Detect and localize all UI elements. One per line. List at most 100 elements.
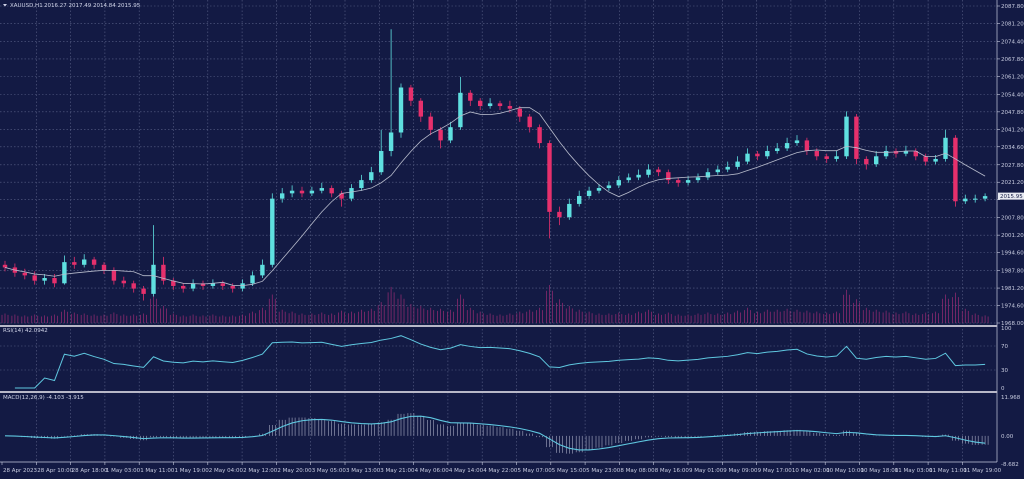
candle: [775, 143, 780, 154]
candle-body: [963, 198, 968, 202]
candle: [289, 185, 295, 198]
candle-body: [913, 151, 918, 157]
candle: [557, 206, 562, 226]
price-tick-label: 2007.80: [1001, 216, 1024, 222]
candle-body: [379, 151, 384, 173]
candle-body: [2, 264, 8, 268]
candle: [141, 285, 146, 301]
ohlc-readout: 2016.27 2017.49 2014.84 2015.95: [44, 3, 141, 9]
candle-body: [824, 156, 829, 159]
candle: [478, 98, 483, 110]
candle-body: [270, 198, 275, 265]
candle-body: [280, 193, 285, 199]
candle: [260, 259, 265, 279]
candle-body: [547, 143, 552, 212]
candle-body: [676, 180, 681, 183]
candle-body: [784, 143, 790, 149]
candle-body: [329, 188, 334, 194]
candle: [854, 113, 859, 165]
dropdown-triangle-icon[interactable]: [3, 4, 7, 7]
candle-body: [478, 100, 483, 107]
candle-body: [349, 188, 354, 199]
time-tick-label: 1 May 11:00: [140, 468, 175, 474]
candle-body: [725, 166, 730, 170]
price-tick-label: 1987.80: [1001, 269, 1024, 275]
candle-body: [369, 172, 374, 181]
candle-body: [943, 137, 948, 159]
candle-body: [52, 278, 57, 284]
candle: [547, 140, 552, 239]
candle: [448, 121, 453, 144]
candle-body: [834, 156, 839, 159]
time-tick-label: 1 May 03:00: [106, 468, 141, 474]
candle: [606, 181, 612, 191]
candle-body: [616, 180, 621, 186]
macd-tick-label: 0.00: [1001, 434, 1014, 440]
chart-header: XAUUSD,H1 2016.27 2017.49 2014.84 2015.9…: [3, 3, 141, 9]
candle: [299, 186, 305, 198]
macd-panel: [4, 413, 989, 454]
price-tick-label: 2087.80: [1001, 4, 1024, 10]
candle-body: [468, 92, 473, 101]
candle: [270, 193, 275, 268]
candle: [250, 271, 255, 286]
candle-body: [62, 262, 67, 284]
candle-body: [517, 108, 522, 117]
grid: [0, 0, 997, 462]
candle: [497, 100, 503, 110]
candle: [586, 186, 592, 199]
candle-body: [250, 275, 255, 284]
candle-body: [794, 140, 800, 144]
candle: [190, 279, 196, 292]
candle-body: [408, 87, 414, 101]
candle: [280, 188, 285, 203]
candle: [834, 151, 839, 162]
candle: [527, 113, 532, 133]
candle-body: [656, 169, 661, 173]
candle-body: [210, 283, 216, 286]
candle: [913, 148, 918, 161]
candle: [537, 124, 542, 149]
candle: [824, 153, 829, 163]
rsi-macd-separator[interactable]: [0, 391, 997, 393]
candle-body: [339, 193, 344, 199]
candle-body: [82, 259, 87, 265]
candle-body: [22, 272, 27, 276]
candle-body: [715, 169, 720, 173]
time-tick-label: 28 Apr 10:00: [37, 468, 73, 474]
candle: [596, 184, 602, 194]
candle: [101, 262, 107, 275]
rsi-tick-label: 100: [1001, 326, 1012, 332]
candle: [725, 161, 730, 173]
candle-body: [695, 177, 701, 181]
candle: [616, 176, 621, 189]
candle: [567, 198, 572, 220]
candle: [428, 112, 433, 136]
time-tick-label: 8 May 16:00: [655, 468, 690, 474]
candle: [695, 173, 701, 183]
price-tick-label: 2061.20: [1001, 74, 1024, 80]
candle-body: [260, 264, 265, 276]
time-tick-label: 2 May 12:00: [243, 468, 278, 474]
candle-body: [864, 158, 869, 165]
price-tick-label: 2047.80: [1001, 110, 1024, 116]
time-tick-label: 28 Apr 18:00: [72, 468, 108, 474]
candle-body: [42, 278, 47, 281]
candle-body: [596, 188, 602, 191]
candle: [963, 194, 968, 204]
rsi-tick-label: 70: [1001, 344, 1008, 350]
time-tick-label: 10 May 02:00: [792, 468, 830, 474]
candle-body: [319, 188, 324, 191]
candle: [131, 280, 136, 293]
candle: [864, 156, 869, 170]
candle-body: [933, 158, 938, 162]
candle-body: [418, 100, 423, 117]
candle-body: [854, 116, 859, 159]
time-tick-label: 3 May 13:00: [346, 468, 381, 474]
price-tick-label: 2074.40: [1001, 39, 1024, 45]
main-rsi-separator[interactable]: [0, 325, 997, 327]
price-tick-label: 2041.20: [1001, 127, 1024, 133]
candle: [685, 176, 691, 186]
